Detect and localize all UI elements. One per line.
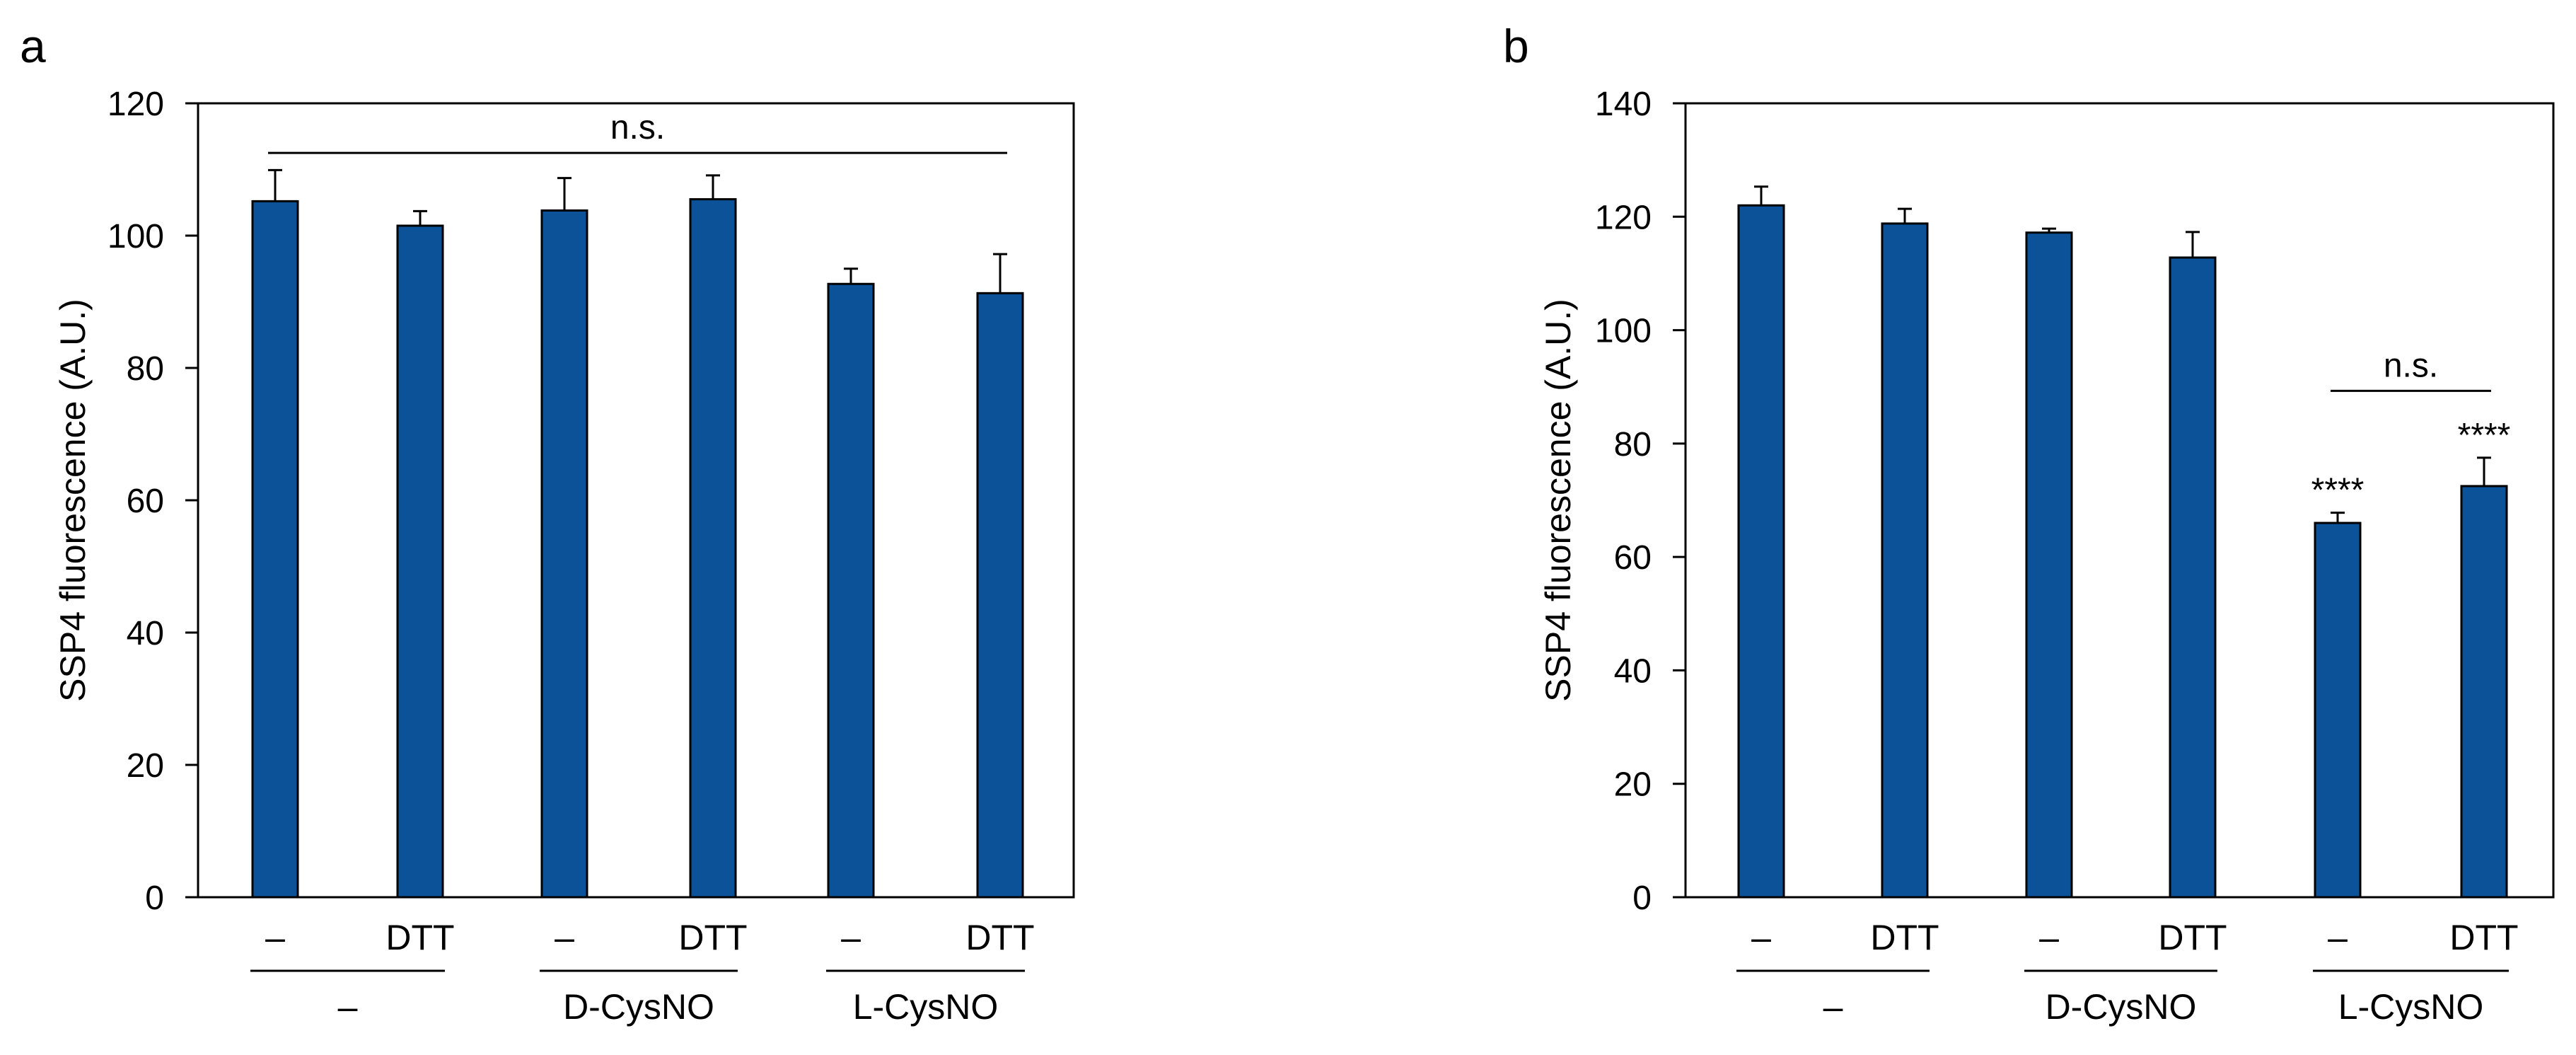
y-tick-label: 120 (108, 86, 164, 123)
y-axis-title: SSP4 fluorescence (A.U.) (53, 299, 93, 702)
y-tick-label: 120 (1595, 199, 1652, 236)
x-category-label: – (841, 918, 861, 957)
bar (2169, 256, 2217, 899)
x-group-label: D-CysNO (2046, 987, 2197, 1027)
y-tick-label: 100 (1595, 313, 1652, 350)
panel-letter-b: b (1503, 20, 1529, 72)
x-group-label: L-CysNO (853, 987, 999, 1027)
y-tick-label: 140 (1595, 86, 1652, 123)
plot-frame (197, 102, 1075, 899)
y-tick-label: 80 (127, 350, 164, 388)
y-tick-label: 80 (1614, 426, 1652, 463)
x-category-label: DTT (2449, 918, 2518, 957)
y-tick-label: 60 (127, 483, 164, 520)
y-tick-label: 40 (1614, 652, 1652, 690)
bar (2460, 485, 2508, 899)
x-group-label: D-CysNO (563, 987, 714, 1027)
x-category-label: DTT (2158, 918, 2227, 957)
bar (251, 200, 299, 899)
chart-panel-a: 0 20 40 60 80 100 120 SSP4 fluorescence (A.U.) –… (53, 86, 1075, 1027)
y-tick-label: 20 (127, 747, 164, 785)
panel-letter-a: a (20, 20, 46, 72)
significance-label: n.s. (2384, 347, 2438, 384)
plot-frame (1684, 102, 2555, 899)
y-axis-title: SSP4 fluorescence (A.U.) (1538, 299, 1578, 702)
x-group-label: L-CysNO (2338, 987, 2484, 1027)
bar (2314, 521, 2362, 899)
bar (396, 224, 444, 899)
x-category-label: DTT (1870, 918, 1939, 957)
x-category-label: DTT (385, 918, 454, 957)
bar (540, 209, 588, 899)
bar (689, 198, 737, 899)
y-tick-label: 40 (127, 615, 164, 652)
y-tick-label: 20 (1614, 766, 1652, 804)
bar (976, 292, 1024, 899)
x-category-label: – (265, 918, 285, 957)
bar (1737, 204, 1785, 899)
significance-stars: **** (2311, 472, 2365, 509)
significance-stars: **** (2458, 417, 2511, 454)
x-category-label: – (1751, 918, 1771, 957)
x-category-label: – (2039, 918, 2059, 957)
significance-label: n.s. (610, 109, 665, 146)
y-tick-label: 60 (1614, 539, 1652, 577)
x-group-label: – (338, 987, 358, 1027)
x-category-label: – (2328, 918, 2348, 957)
bar (1881, 222, 1929, 899)
x-category-label: DTT (678, 918, 747, 957)
bar (827, 282, 875, 899)
y-tick-label: 100 (108, 218, 164, 255)
x-category-label: DTT (965, 918, 1034, 957)
y-tick-label: 0 (145, 880, 164, 917)
x-category-label: – (555, 918, 574, 957)
chart-panel-b: 0 20 40 60 80 100 120 140 SSP4 fluorescence (A.U… (1538, 86, 2555, 1027)
bar (2025, 231, 2073, 899)
y-tick-label: 0 (1632, 880, 1652, 917)
x-group-label: – (1823, 987, 1843, 1027)
